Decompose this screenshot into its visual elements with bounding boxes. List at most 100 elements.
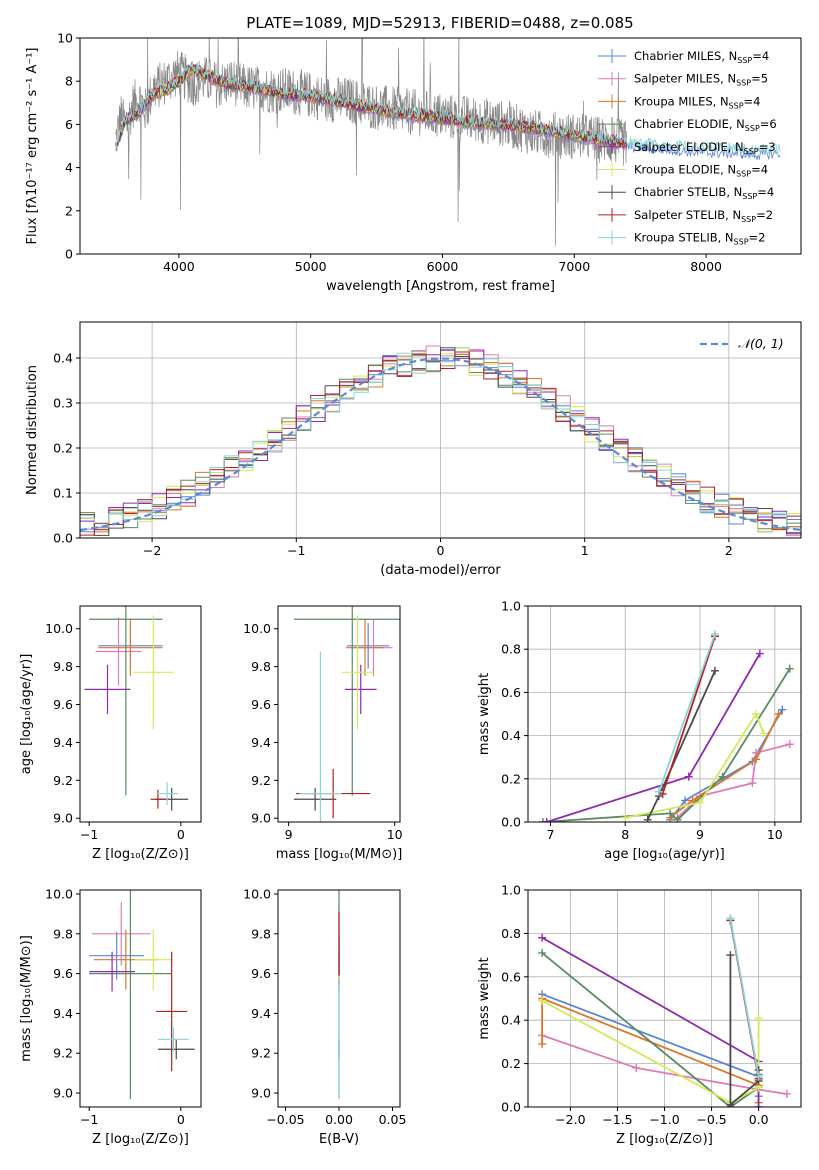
model-kroupa-stelib — [115, 61, 781, 155]
panel-age-vs-Z: −1 0 9.0 9.2 9.4 9.6 9.8 10.0 Z [log₁₀(Z/Z⊙)] age… — [19, 605, 202, 862]
ticks: 4000 5000 6000 7000 8000 0 2 4 6 8 10 — [57, 31, 722, 275]
y-tick-label: 10.0 — [45, 621, 73, 636]
series-marker — [688, 796, 697, 805]
plot-area — [293, 606, 400, 822]
x-tick-label: −0.05 — [266, 1112, 304, 1127]
y-tick-label: 9.0 — [53, 1086, 73, 1101]
series-marker — [785, 740, 794, 749]
x-tick-label: 9 — [696, 827, 704, 842]
series-chabrier-elodie — [538, 948, 763, 1107]
y-tick-label: 6 — [65, 117, 73, 132]
y-tick-label: 9.2 — [53, 773, 73, 788]
y-tick-label: 0.0 — [501, 1100, 521, 1115]
x-tick-label: −0.5 — [696, 1112, 726, 1127]
series-marker — [754, 1014, 763, 1023]
series-marker — [621, 813, 630, 822]
y-tick-label: 9.6 — [251, 697, 271, 712]
y-axis-label: Flux [fλ10⁻¹⁷ erg cm⁻² s⁻¹ A⁻¹] — [25, 48, 40, 245]
y-tick-label: 4 — [65, 160, 73, 175]
error-point-kroupa-elodie — [133, 615, 174, 730]
y-axis-label: mass weight — [477, 957, 492, 1039]
series-line — [541, 999, 760, 1104]
observed-spectrum — [115, 38, 628, 246]
y-tick-label: 10 — [57, 31, 73, 46]
x-tick-label: 6000 — [427, 259, 459, 274]
series-marker — [782, 1089, 791, 1098]
series-line — [542, 668, 791, 822]
legend-label: Kroupa ELODIE, NSSP=4 — [634, 163, 768, 179]
error-point-kroupa-stelib — [156, 782, 179, 805]
panel-age-vs-mass: 9 10 9.0 9.2 9.4 9.6 9.8 10.0 mass [log₁₀(M/M⊙)] — [243, 605, 403, 862]
legend-label: Kroupa MILES, NSSP=4 — [634, 94, 760, 110]
series-marker — [748, 779, 757, 788]
x-tick-label: 5000 — [295, 259, 327, 274]
series-chabrier-elodie — [538, 664, 794, 822]
panel-residuals: −2 −1 0 1 2 0.0 0.1 0.2 0.3 0.4 (data-model)/error… — [25, 321, 802, 578]
error-point-kroupa-elodie — [341, 615, 374, 730]
error-point-kroupa-elodie — [135, 929, 172, 990]
legend-label: Kroupa STELIB, NSSP=2 — [634, 231, 765, 247]
series-line — [646, 670, 716, 821]
y-axis-label: mass weight — [477, 673, 492, 755]
series-marker — [696, 798, 705, 807]
series-line — [546, 653, 761, 822]
error-point-chabrier-stelib — [293, 787, 337, 811]
x-tick-label: 1 — [581, 543, 589, 558]
y-tick-label: 0.6 — [501, 969, 521, 984]
panel-mass-vs-EBV: −0.05 0.00 0.05 9.0 9.2 9.4 9.6 9.8 10.0 E(B-V) — [243, 886, 406, 1147]
legend-label: Chabrier STELIB, NSSP=4 — [634, 185, 774, 201]
series-marker — [755, 649, 764, 658]
error-point-chabrier-miles — [89, 931, 145, 980]
error-point-salpeter-miles — [91, 901, 151, 966]
series-line — [541, 997, 760, 1103]
x-tick-label: 0.0 — [749, 1112, 769, 1127]
error-point-kroupa-miles — [98, 619, 163, 677]
y-tick-label: 9.4 — [53, 735, 73, 750]
series-marker — [785, 664, 794, 673]
plot-area — [538, 914, 791, 1107]
series-line — [676, 743, 791, 819]
x-tick-label: −1 — [80, 827, 98, 842]
x-axis-label: wavelength [Angstrom, rest frame] — [326, 279, 555, 294]
error-point-salpeter-elodie — [344, 664, 377, 714]
series-line — [541, 1034, 788, 1095]
legend-label: 𝒩(0, 1) — [738, 336, 784, 351]
legend-label: Salpeter ELODIE, NSSP=3 — [634, 140, 776, 156]
axes-frame — [277, 889, 401, 1108]
series-marker — [710, 666, 719, 675]
y-tick-label: 0.8 — [501, 642, 521, 657]
error-point-chabrier-miles — [346, 623, 390, 669]
plot-area — [115, 38, 781, 246]
axes-frame — [79, 889, 202, 1108]
x-axis-label: Z [log₁₀(Z/Z⊙)] — [92, 1132, 189, 1147]
series-kroupa-miles — [666, 710, 783, 822]
series-marker — [632, 1063, 641, 1072]
x-axis-label: mass [log₁₀(M/M⊙)] — [276, 847, 403, 862]
series-marker — [538, 948, 547, 957]
series-line — [658, 633, 716, 793]
series-kroupa-stelib — [726, 914, 763, 1081]
series-kroupa-stelib — [654, 630, 719, 796]
y-tick-label: 0.4 — [501, 728, 521, 743]
series-line — [541, 993, 760, 1097]
y-tick-label: 9.2 — [53, 1046, 73, 1061]
legend-label: Salpeter STELIB, NSSP=2 — [634, 208, 773, 224]
series-marker — [726, 1100, 735, 1107]
axes-frame — [277, 605, 401, 823]
ticks: −0.05 0.00 0.05 9.0 9.2 9.4 9.6 9.8 10.0 — [243, 886, 406, 1127]
axes-frame — [79, 605, 202, 823]
x-axis-label: Z [log₁₀(Z/Z⊙)] — [92, 847, 189, 862]
series-marker — [538, 818, 547, 822]
series-marker — [654, 787, 663, 796]
plot-area — [89, 890, 195, 1100]
series-marker — [754, 1072, 763, 1081]
ticks: −1 0 9.0 9.2 9.4 9.6 9.8 10.0 — [45, 886, 185, 1127]
y-tick-label: 9.8 — [251, 659, 271, 674]
series-marker — [666, 809, 675, 818]
series-salpeter-miles — [673, 740, 794, 822]
error-point-chabrier-elodie — [89, 890, 172, 1100]
grid — [528, 605, 801, 823]
error-point-chabrier-stelib — [157, 1039, 195, 1060]
panel-weight-vs-age: 7 8 9 10 0.0 0.2 0.4 0.6 0.8 1.0 age [log₁₀(age/yr… — [477, 599, 802, 862]
x-tick-label: 0.00 — [325, 1112, 353, 1127]
